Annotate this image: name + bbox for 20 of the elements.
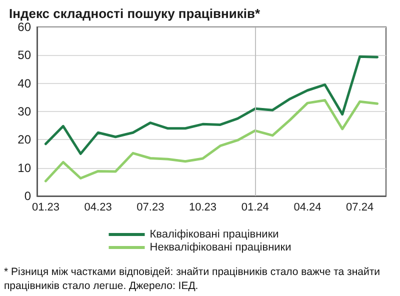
x-tick-label: 04.24 — [294, 202, 322, 214]
y-tick-label: 0 — [24, 189, 32, 203]
text: * Різниця між частками відповідей: знайти працівників стало важче та знайти працівників стало легше. Джерело: ІЕД. — [4, 265, 382, 293]
y-tick-label: 50 — [18, 48, 32, 62]
y-tick-label: 20 — [18, 132, 32, 147]
x-tick-label: 07.24 — [346, 202, 374, 214]
x-tick-label: 10.23 — [189, 202, 217, 214]
y-tick-label: 30 — [18, 104, 32, 118]
y-tick-label: 10 — [18, 160, 32, 175]
line-series — [44, 98, 379, 182]
x-tick-label: 01.23 — [32, 202, 60, 214]
legend-label: Кваліфіковані працівники — [150, 228, 279, 240]
x-tick-label: 04.23 — [84, 202, 112, 214]
x-tick-label: 01.24 — [241, 202, 269, 214]
x-tick-label: 07.23 — [136, 202, 164, 214]
chart-title: Індекс складності пошуку працівників* — [9, 6, 261, 21]
y-tick-label: 60 — [18, 20, 32, 34]
line-series — [44, 55, 379, 155]
y-tick-label: 40 — [18, 76, 32, 90]
legend-label: Некваліфіковані працівники — [150, 242, 292, 254]
